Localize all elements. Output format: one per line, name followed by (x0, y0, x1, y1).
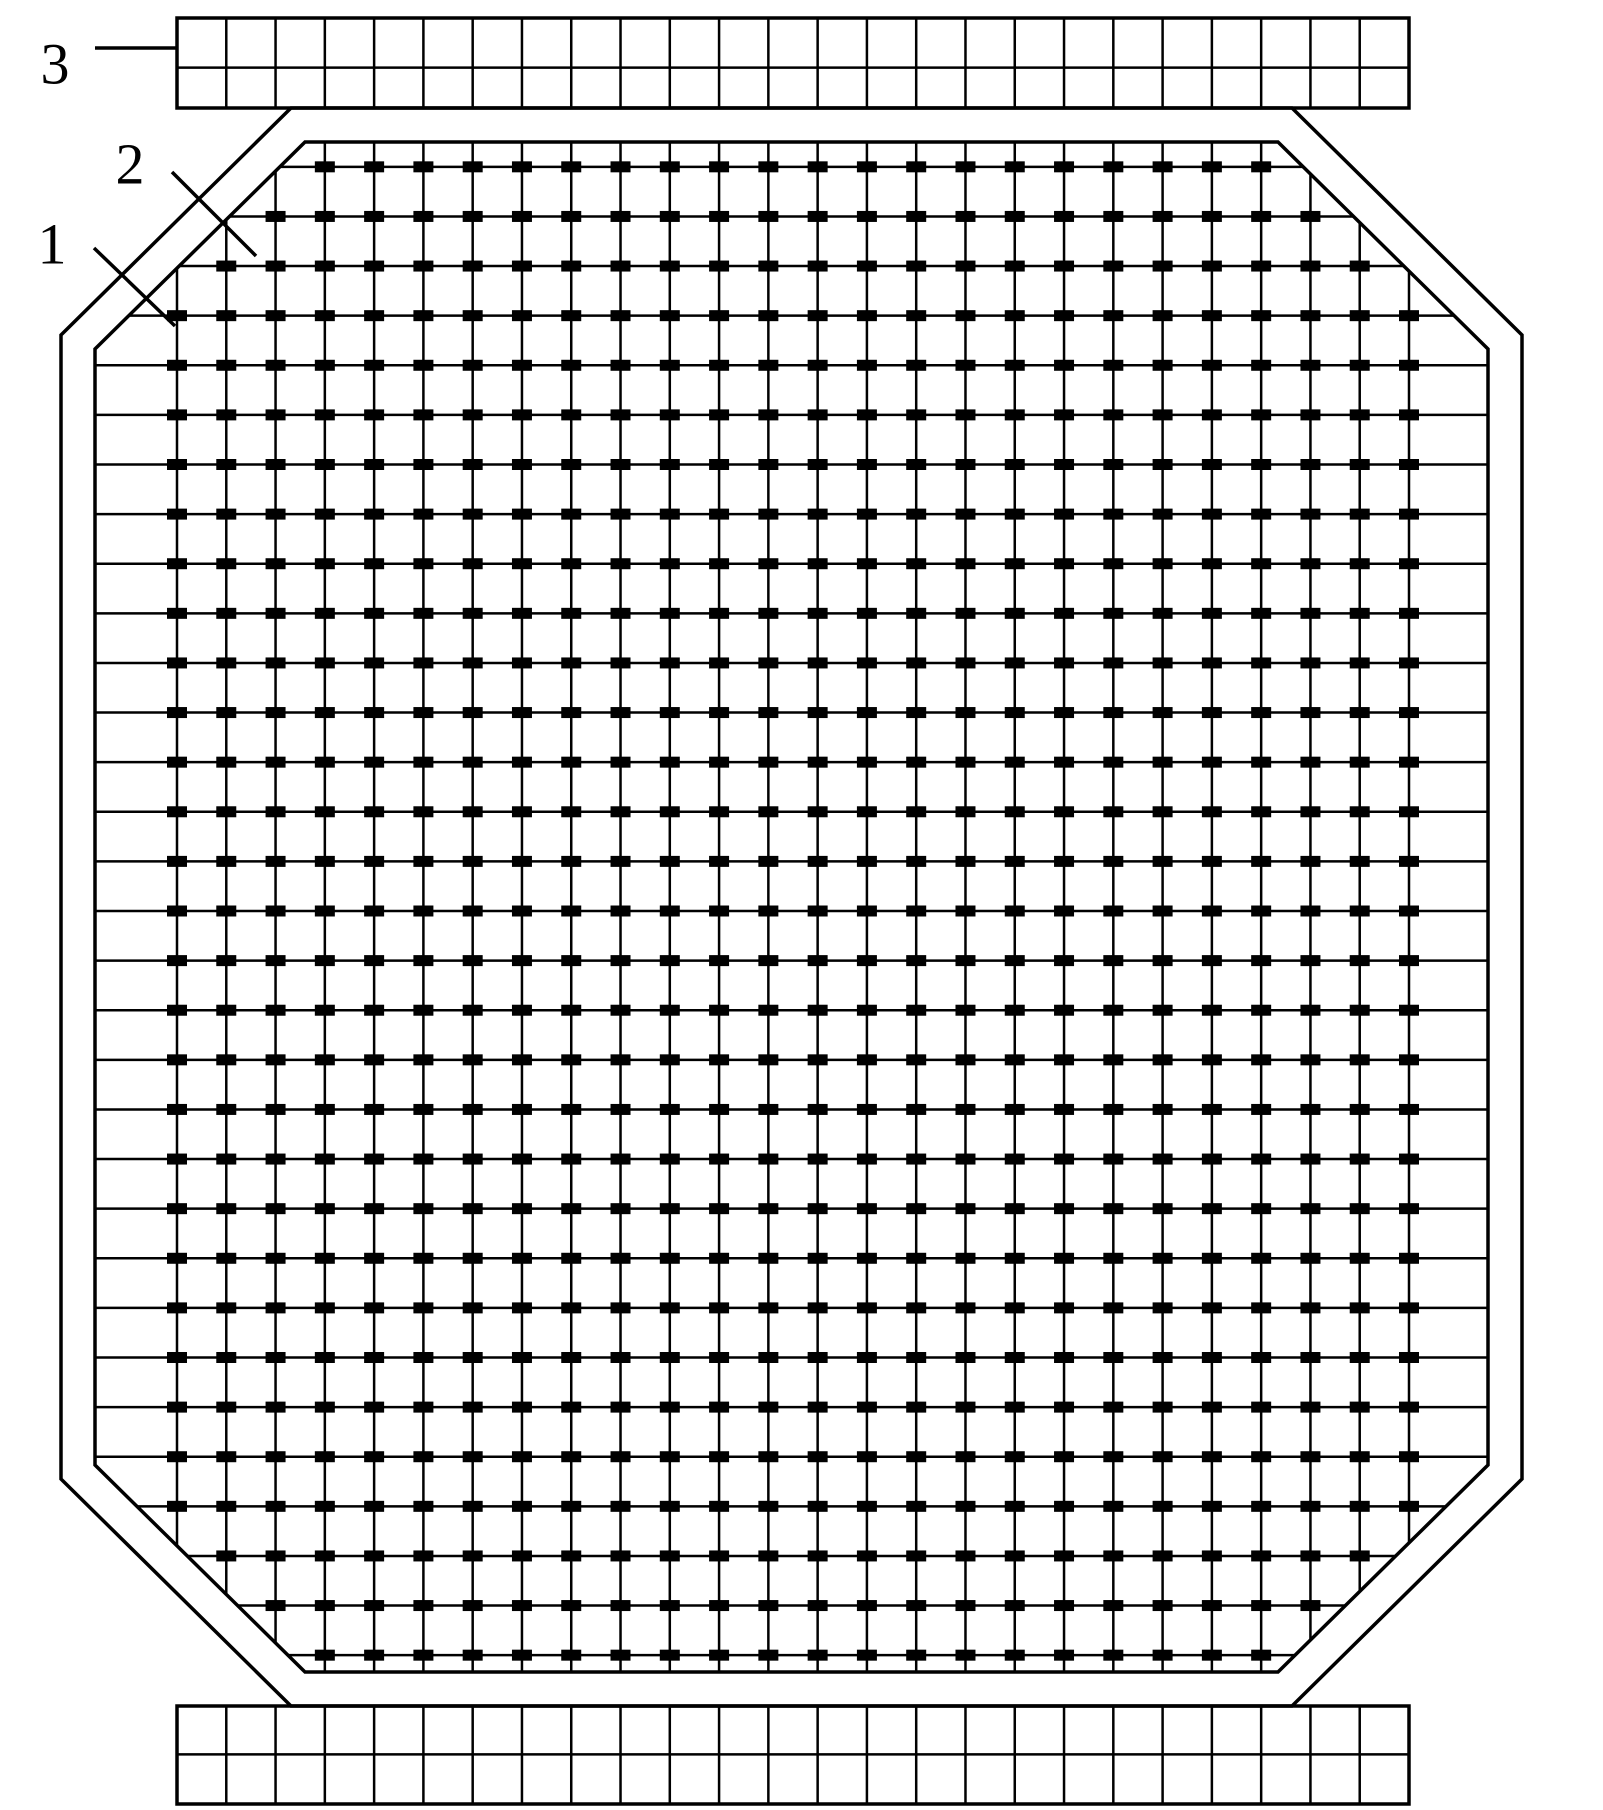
top-tab-border (177, 18, 1409, 108)
horizontal-lines-bottom-tab (177, 1754, 1409, 1804)
leader-line-1 (94, 248, 175, 326)
inner-octagon-border (95, 142, 1488, 1672)
vertical-lines-top-tab (177, 18, 1409, 108)
horizontal-lines-top-tab (177, 18, 1409, 68)
callout-label-2: 2 (116, 131, 145, 196)
callout-label-3: 3 (41, 31, 70, 96)
callout-label-1: 1 (38, 211, 67, 276)
